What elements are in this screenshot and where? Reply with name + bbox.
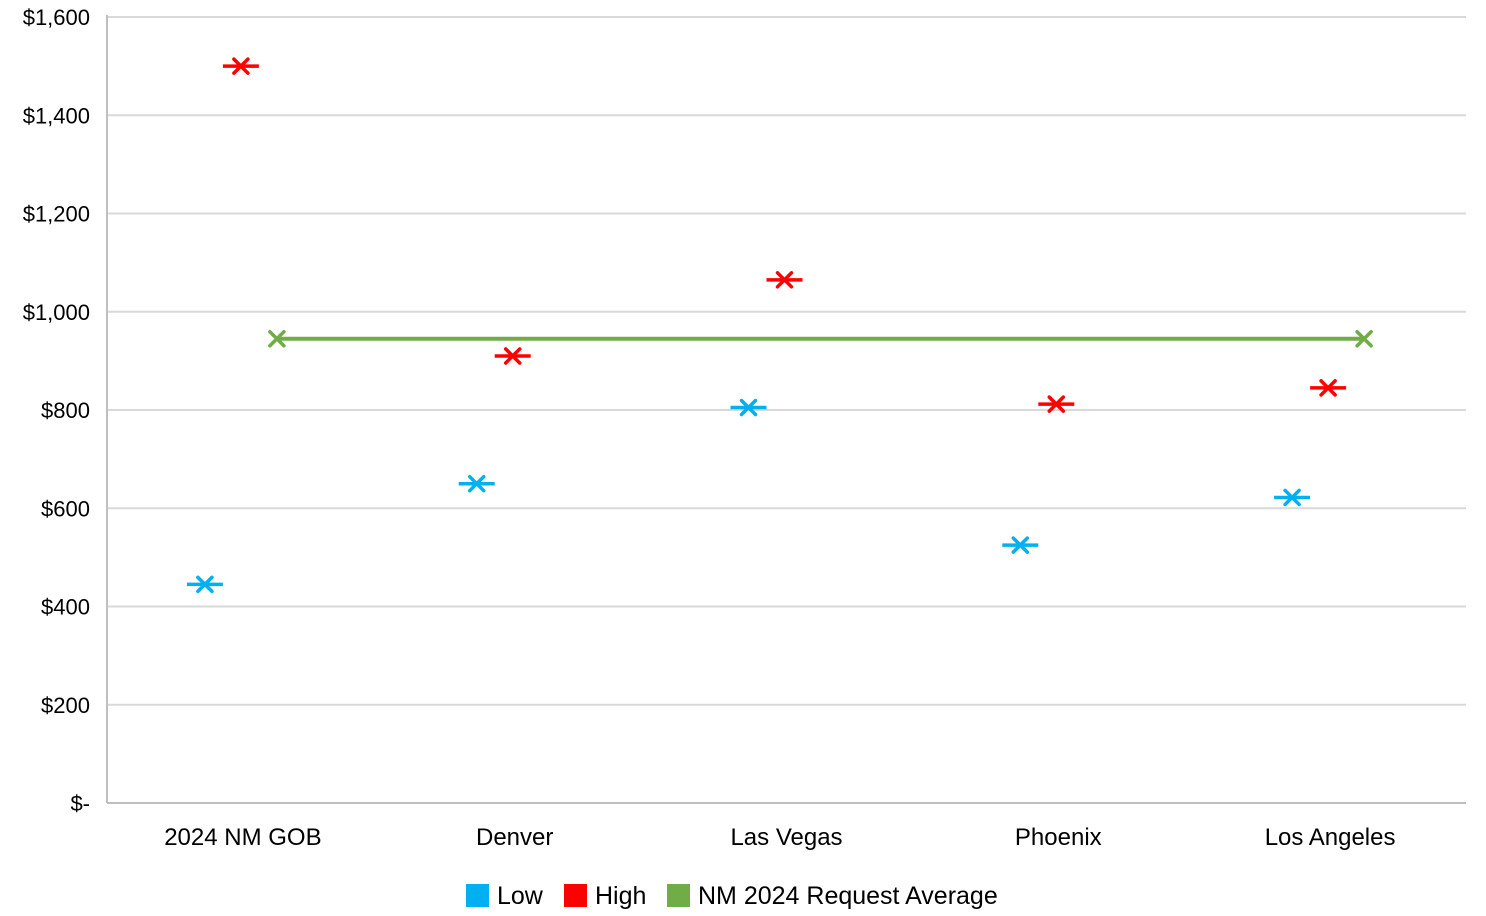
data-point (1310, 379, 1347, 397)
category-label: Denver (476, 824, 553, 851)
data-point (1038, 395, 1075, 413)
data-point (1355, 330, 1373, 348)
axes (106, 15, 1466, 804)
data-point (1274, 488, 1311, 507)
y-tick-label: $200 (41, 693, 90, 718)
data-point (458, 474, 495, 493)
series-0 (186, 398, 1311, 594)
data-point (1002, 536, 1039, 554)
category-label: Los Angeles (1265, 824, 1396, 851)
y-tick-label: $1,400 (23, 103, 90, 128)
y-tick-label: $1,600 (23, 5, 90, 30)
legend-swatch (667, 884, 690, 907)
legend: Low High NM 2024 Request Average (466, 882, 998, 910)
category-label: 2024 NM GOB (164, 824, 321, 851)
y-tick-label: $600 (41, 496, 90, 521)
legend-label: NM 2024 Request Average (698, 882, 998, 910)
legend-label: High (595, 882, 646, 910)
data-point (222, 57, 259, 75)
y-tick-label: $1,200 (23, 202, 90, 227)
category-label: Phoenix (1015, 824, 1102, 851)
data-point (730, 398, 767, 417)
legend-item: Low (466, 882, 544, 910)
category-label: Las Vegas (730, 824, 842, 851)
y-tick-label: $1,000 (23, 300, 90, 325)
data-point (186, 575, 223, 594)
y-tick-label: $- (70, 791, 90, 816)
series-1 (222, 57, 1347, 413)
y-tick-labels: $- $200 $400 $600 $800 $1,000 $1,200 $1,400 $1,6… (23, 5, 90, 816)
legend-item: NM 2024 Request Average (667, 882, 998, 910)
legend-label: Low (497, 882, 544, 910)
y-tick-label: $800 (41, 398, 90, 423)
legend-swatch (564, 884, 587, 907)
data-point (494, 347, 531, 365)
data-point (268, 330, 286, 348)
data-series (186, 57, 1373, 594)
data-point (766, 271, 803, 289)
series-2 (268, 330, 1373, 348)
legend-swatch (466, 884, 489, 907)
gridlines (107, 16, 1466, 706)
y-tick-label: $400 (41, 595, 90, 620)
legend-item: High (564, 882, 646, 910)
category-labels: 2024 NM GOB Denver Las Vegas Phoenix Los Ang… (164, 824, 1395, 851)
